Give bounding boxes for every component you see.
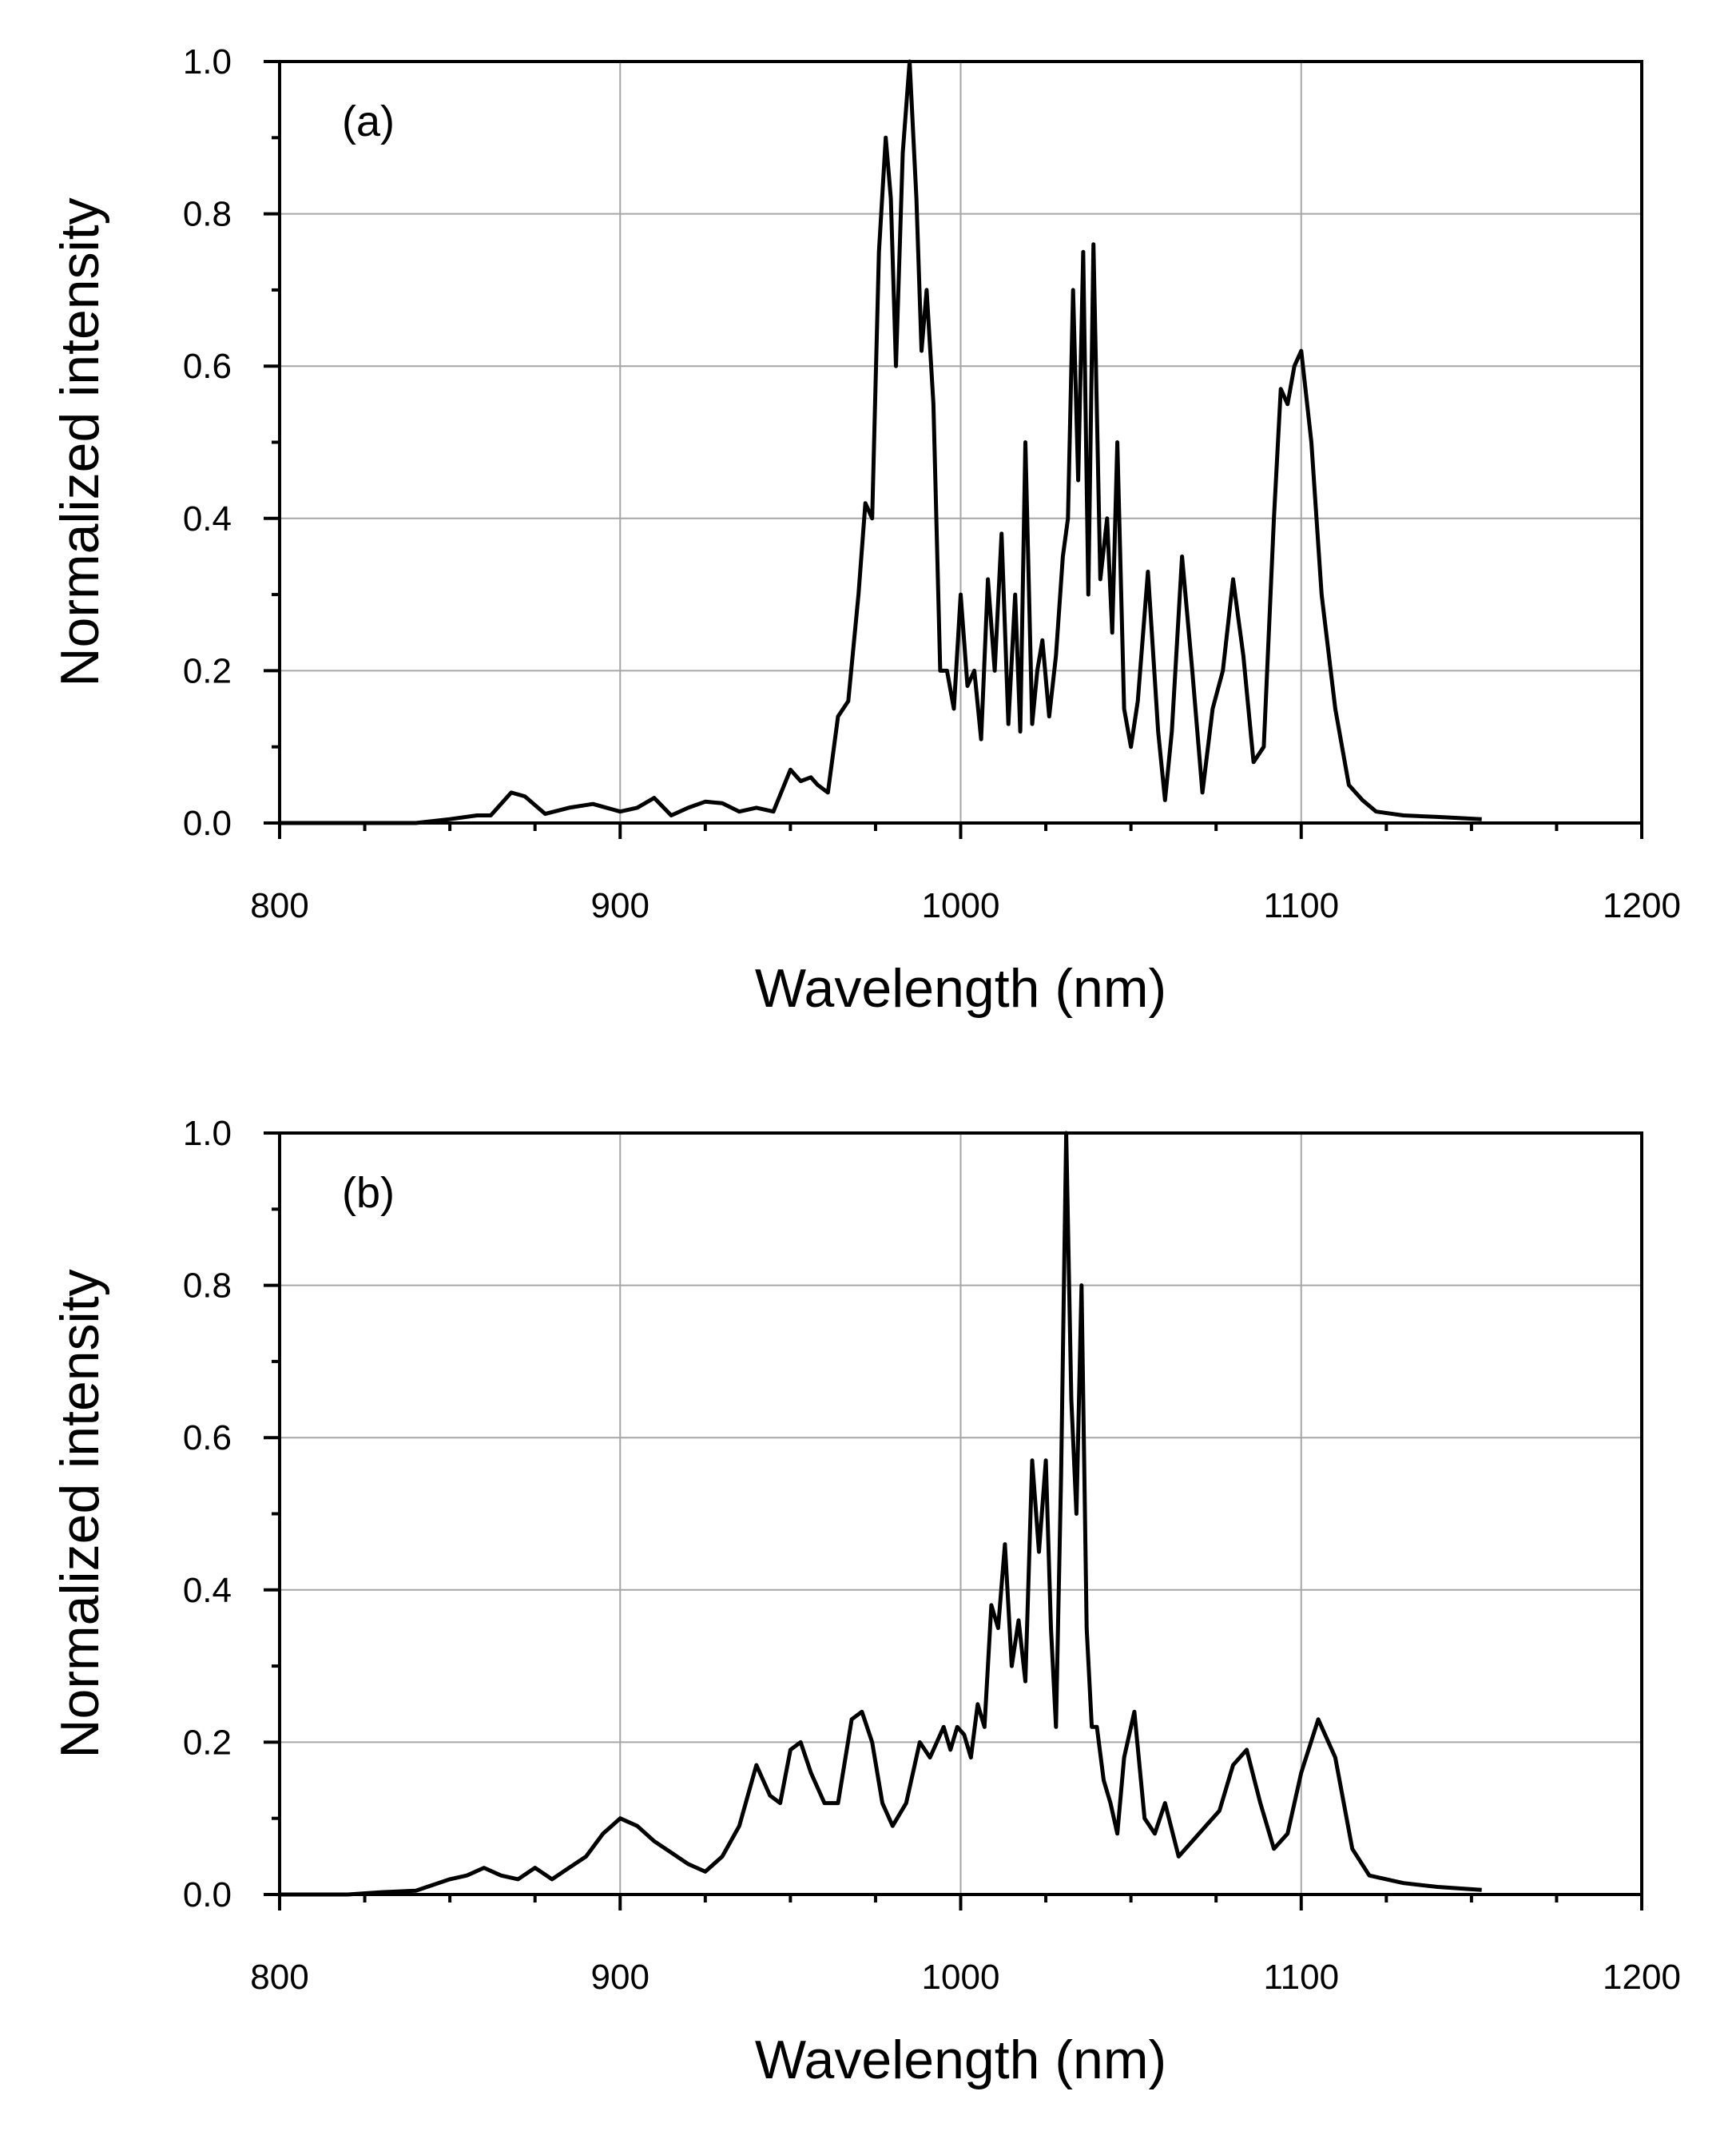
y-tick-label: 0.8: [183, 1266, 232, 1306]
x-tick-label: 1100: [1263, 886, 1339, 925]
spectrum-line-a: [280, 59, 1482, 825]
x-tick-label: 900: [591, 1958, 650, 1997]
x-tick-label: 1100: [1263, 1958, 1339, 1997]
y-tick-label: 0.6: [183, 1418, 232, 1457]
panel-label: (b): [342, 1169, 395, 1217]
x-tick-label: 1200: [1603, 886, 1681, 925]
gridlines: [280, 1133, 1642, 1895]
axis-ticks: [264, 60, 1643, 839]
y-tick-label: 0.8: [183, 195, 232, 234]
x-tick-label: 900: [591, 886, 650, 925]
y-tick-label: 0.4: [183, 1571, 232, 1610]
y-tick-label: 0.0: [183, 804, 232, 843]
y-tick-label: 0.4: [183, 499, 232, 539]
tick-labels: 800 900 1000 1100 1200 0.0 0.2 0.4 0.6 0.8 1.0: [183, 1114, 1681, 1997]
gridlines: [280, 62, 1642, 823]
plot-frame: [278, 60, 1643, 825]
x-tick-label: 1000: [922, 1958, 1000, 1997]
y-tick-label: 0.6: [183, 347, 232, 386]
plot-frame: [278, 1131, 1643, 1896]
x-tick-label: 800: [250, 886, 308, 925]
x-tick-label: 1000: [922, 886, 1000, 925]
y-axis-title: Normalized intensity: [50, 197, 110, 686]
spectrum-chart-b: 800 900 1000 1100 1200 0.0 0.2 0.4 0.6 0.8 1.0 (b)…: [50, 1114, 1681, 2090]
x-tick-label: 1200: [1603, 1958, 1681, 1997]
panel-label: (a): [342, 97, 395, 145]
y-tick-label: 0.2: [183, 651, 232, 690]
spectrum-line-b: [280, 1131, 1482, 1897]
axis-ticks: [264, 1131, 1643, 1910]
x-axis-title: Wavelength (nm): [755, 958, 1166, 1019]
y-axis-title: Normalized intensity: [50, 1269, 110, 1758]
y-tick-label: 1.0: [183, 1114, 232, 1153]
tick-labels: 800 900 1000 1100 1200 0.0 0.2 0.4 0.6 0.8 1.0: [183, 42, 1681, 925]
y-tick-label: 0.0: [183, 1875, 232, 1914]
x-tick-label: 800: [250, 1958, 308, 1997]
x-axis-title: Wavelength (nm): [755, 2030, 1166, 2090]
y-tick-label: 1.0: [183, 42, 232, 82]
y-tick-label: 0.2: [183, 1723, 232, 1762]
spectrum-chart-a: 800 900 1000 1100 1200 0.0 0.2 0.4 0.6 0.8 1.0 (a)…: [50, 42, 1681, 1019]
